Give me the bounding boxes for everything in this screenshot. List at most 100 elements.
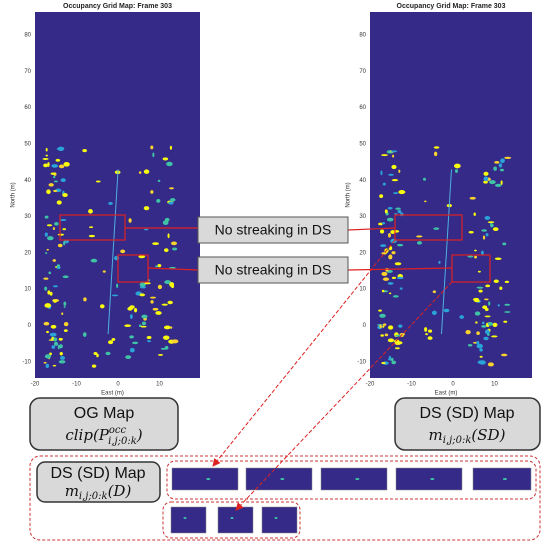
occupancy-blob (397, 341, 403, 344)
square-thumbnail (171, 507, 206, 533)
occupancy-blob (392, 179, 399, 181)
occupancy-blob (108, 202, 113, 205)
occupancy-blob (425, 333, 428, 335)
occupancy-blob (391, 361, 396, 365)
occupancy-blob (395, 262, 402, 265)
occupancy-blob (132, 342, 138, 344)
callout-text: No streaking in DS (215, 262, 332, 278)
occupancy-blob (378, 310, 382, 312)
occupancy-blob (389, 255, 392, 257)
occupancy-blob (125, 355, 131, 359)
occupancy-blob (486, 233, 489, 236)
occupancy-blob (63, 302, 66, 306)
occupancy-blob (470, 197, 476, 200)
occupancy-blob (130, 348, 135, 353)
occupancy-blob (172, 339, 179, 343)
y-tick-label: 10 (359, 287, 366, 293)
occupancy-blob (53, 285, 58, 287)
occupancy-blob (392, 230, 399, 233)
occupancy-blob (64, 322, 69, 326)
occupancy-blob (424, 201, 427, 203)
formula-part: ) (136, 426, 143, 444)
occupancy-blob (387, 218, 394, 222)
occupancy-blob (129, 305, 135, 308)
occupancy-blob (380, 230, 384, 234)
occupancy-blob (53, 337, 57, 341)
occupancy-blob (46, 189, 51, 194)
occupancy-blob (432, 311, 437, 315)
occupancy-blob (168, 233, 170, 238)
occupancy-blob (501, 354, 507, 357)
occupancy-blob (116, 284, 118, 288)
formula-sub: i,j;0:k (443, 435, 472, 446)
occupancy-blob (388, 282, 394, 285)
occupancy-blob (60, 352, 63, 355)
occupancy-blob (388, 233, 391, 238)
occupancy-blob (434, 152, 437, 157)
occupancy-blob (485, 330, 490, 335)
occupancy-blob (83, 332, 87, 337)
occupancy-blob (44, 362, 47, 364)
occupancy-blob (379, 314, 385, 318)
occupancy-blob (141, 326, 147, 328)
occupancy-blob (488, 221, 495, 223)
occupancy-blob (391, 165, 396, 169)
thumbnail-blob (231, 517, 234, 519)
formula-sup: occ (109, 425, 127, 436)
occupancy-blob (64, 306, 66, 308)
map-panel: Occupancy Grid Map: Frame 30380706050403… (346, 3, 532, 397)
occupancy-blob (172, 248, 177, 251)
occupancy-blob (124, 324, 131, 327)
occupancy-blob (54, 342, 58, 346)
thumbnail-blob (206, 478, 210, 480)
occupancy-blob (129, 335, 134, 338)
occupancy-blob (485, 216, 491, 220)
occupancy-blob (170, 326, 172, 328)
occupancy-blob (158, 180, 161, 182)
occupancy-blob (504, 157, 511, 159)
occupancy-blob (170, 198, 176, 201)
formula-part: m (429, 426, 443, 444)
occupancy-blob (170, 146, 172, 150)
occupancy-blob (53, 190, 57, 192)
x-tick-label: -10 (72, 382, 81, 388)
occupancy-blob (388, 207, 393, 210)
occupancy-blob (51, 164, 58, 168)
occupancy-blob (150, 145, 153, 149)
occupancy-blob (163, 335, 170, 339)
occupancy-blob (490, 224, 493, 228)
occupancy-blob (484, 298, 489, 300)
formula-part: clip(P (65, 426, 109, 444)
occupancy-blob (58, 244, 63, 247)
thumbnail-blob (355, 478, 359, 480)
occupancy-blob (391, 150, 397, 152)
occupancy-blob (383, 323, 386, 326)
occupancy-blob (112, 295, 118, 297)
occupancy-blob (455, 169, 458, 173)
occupancy-blob (398, 170, 400, 173)
occupancy-blob (82, 149, 87, 152)
thumbnail-blob (503, 478, 507, 480)
occupancy-blob (139, 171, 141, 174)
occupancy-blob (475, 321, 478, 323)
y-axis-label: North (m) (11, 182, 17, 207)
occupancy-blob (53, 227, 55, 230)
occupancy-blob (44, 322, 50, 326)
x-tick-label: 0 (116, 382, 120, 388)
formula-sub: i,j;0:k (108, 436, 137, 447)
occupancy-blob (51, 325, 57, 329)
occupancy-blob (169, 282, 174, 287)
occupancy-blob (478, 271, 481, 273)
occupancy-blob (60, 356, 65, 360)
occupancy-blob (45, 232, 48, 236)
formula-part: m (65, 482, 79, 500)
occupancy-blob (383, 183, 386, 186)
occupancy-blob (382, 290, 385, 293)
occupancy-blob (482, 322, 485, 324)
occupancy-blob (395, 208, 401, 210)
occupancy-blob (444, 309, 450, 312)
occupancy-blob (477, 287, 484, 289)
y-tick-label: 80 (359, 33, 366, 39)
occupancy-blob (474, 256, 477, 259)
occupancy-blob (108, 340, 113, 344)
